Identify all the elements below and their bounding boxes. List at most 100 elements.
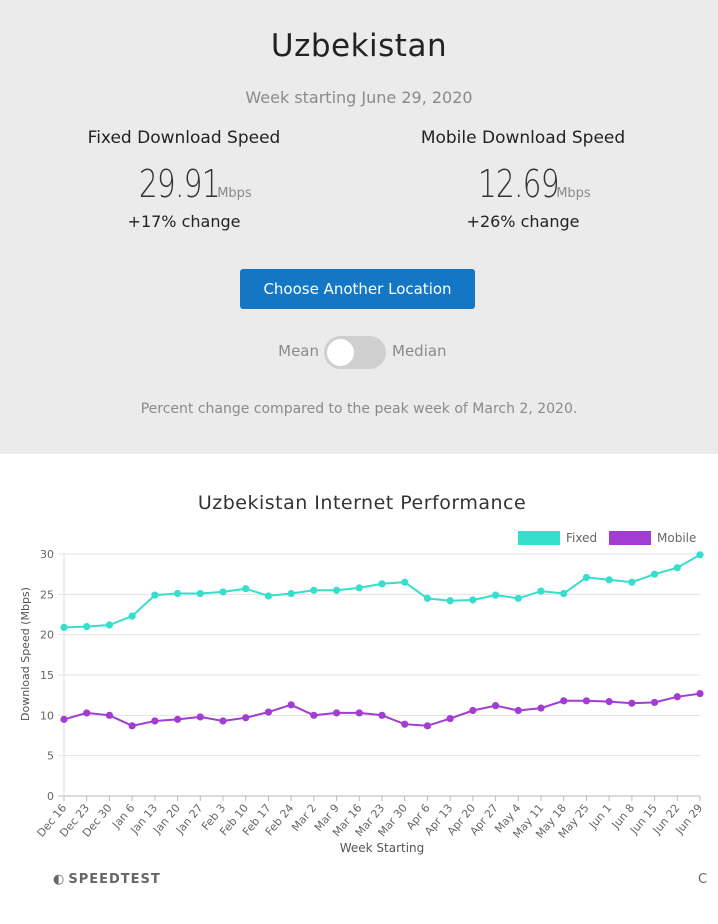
mobile-point[interactable]: [355, 709, 363, 717]
legend-swatch-mobile[interactable]: [609, 531, 651, 545]
fixed-point[interactable]: [469, 596, 477, 604]
mobile-value-row: 12.69 Mbps: [373, 162, 673, 206]
mobile-point[interactable]: [264, 708, 273, 716]
y-tick-label: 10: [40, 709, 54, 722]
fixed-point[interactable]: [446, 597, 454, 605]
y-tick-label: 20: [40, 629, 54, 642]
mobile-point[interactable]: [173, 715, 182, 723]
mobile-point[interactable]: [582, 697, 591, 705]
fixed-point[interactable]: [151, 591, 159, 599]
footnote: Percent change compared to the peak week…: [140, 401, 578, 417]
mobile-point[interactable]: [469, 706, 477, 715]
speedtest-logo-text: SPEEDTEST: [68, 872, 161, 887]
mobile-point[interactable]: [219, 717, 227, 725]
y-axis-ticks: 0 5 10 15 20 25 30: [40, 548, 54, 803]
fixed-point[interactable]: [560, 589, 568, 598]
mobile-point[interactable]: [537, 704, 545, 712]
fixed-point[interactable]: [105, 621, 114, 629]
fixed-point[interactable]: [264, 592, 273, 600]
x-tick-label: Jun 1: [586, 802, 614, 832]
toggle-median-label[interactable]: Median: [392, 342, 447, 360]
fixed-point[interactable]: [219, 588, 227, 596]
mobile-point[interactable]: [605, 698, 613, 706]
mobile-point[interactable]: [673, 693, 681, 701]
mobile-point[interactable]: [423, 722, 432, 730]
fixed-point[interactable]: [310, 586, 318, 594]
fixed-point[interactable]: [378, 580, 386, 588]
fixed-point[interactable]: [514, 594, 522, 602]
legend-label-mobile[interactable]: Mobile: [657, 531, 696, 545]
fixed-point[interactable]: [332, 586, 341, 594]
mobile-point[interactable]: [696, 689, 704, 698]
legend-label-fixed[interactable]: Fixed: [566, 531, 597, 545]
chart-title: Uzbekistan Internet Performance: [198, 492, 526, 514]
performance-chart: Uzbekistan Internet Performance 0 5 10 15 20…: [19, 492, 705, 855]
series-layer: [60, 551, 704, 730]
fixed-value-row: 29.91 Mbps: [34, 162, 334, 206]
country-title: Uzbekistan: [270, 28, 448, 64]
toggle-knob: [327, 339, 354, 366]
y-tick-label: 5: [47, 750, 54, 763]
series-mobile: [60, 689, 704, 730]
summary-panel: Uzbekistan Week starting June 29, 2020 F…: [0, 0, 718, 454]
speedtest-logo[interactable]: ◐ SPEEDTEST: [53, 872, 161, 887]
mobile-point[interactable]: [83, 709, 91, 717]
fixed-point[interactable]: [242, 585, 250, 593]
fixed-point[interactable]: [173, 589, 182, 598]
mobile-point[interactable]: [378, 711, 386, 719]
fixed-point[interactable]: [401, 578, 409, 586]
fixed-point[interactable]: [128, 612, 136, 620]
y-tick-label: 25: [40, 588, 54, 601]
mobile-point[interactable]: [628, 699, 636, 707]
mobile-point[interactable]: [287, 701, 295, 709]
mobile-point[interactable]: [650, 698, 659, 707]
mobile-point[interactable]: [105, 711, 114, 719]
fixed-point[interactable]: [60, 623, 68, 632]
mobile-point[interactable]: [401, 720, 409, 728]
mobile-point[interactable]: [60, 715, 68, 723]
mobile-point[interactable]: [151, 717, 159, 725]
mobile-point[interactable]: [310, 711, 318, 719]
mobile-point[interactable]: [491, 702, 500, 710]
mobile-point[interactable]: [128, 722, 136, 730]
fixed-point[interactable]: [650, 570, 659, 578]
fixed-point[interactable]: [491, 591, 500, 599]
grid-lines: [58, 553, 700, 797]
legend[interactable]: Fixed Mobile: [518, 531, 696, 545]
legend-swatch-fixed[interactable]: [518, 531, 560, 545]
fixed-label: Fixed Download Speed: [87, 128, 281, 148]
mean-median-toggle[interactable]: [324, 336, 386, 369]
fixed-unit: Mbps: [217, 186, 252, 201]
fixed-point[interactable]: [287, 589, 295, 598]
gauge-icon: ◐: [53, 872, 66, 887]
fixed-point[interactable]: [605, 576, 613, 584]
series-fixed: [60, 551, 704, 632]
fixed-value: 29.91: [139, 162, 221, 206]
choose-location-button[interactable]: Choose Another Location: [240, 269, 475, 309]
mobile-point[interactable]: [242, 714, 250, 722]
fixed-point[interactable]: [673, 564, 681, 572]
fixed-point[interactable]: [83, 623, 91, 631]
mobile-value: 12.69: [478, 162, 560, 206]
mobile-point[interactable]: [446, 714, 454, 723]
fixed-point[interactable]: [696, 551, 704, 559]
y-tick-label: 0: [47, 790, 54, 803]
mobile-unit: Mbps: [556, 186, 591, 201]
toggle-mean-label[interactable]: Mean: [278, 342, 319, 360]
fixed-line: [63, 553, 701, 629]
corner-mark: C: [698, 872, 708, 887]
mobile-line: [63, 692, 701, 727]
fixed-point[interactable]: [423, 594, 432, 602]
mobile-change: +26% change: [466, 212, 580, 231]
fixed-point[interactable]: [582, 573, 591, 581]
mobile-point[interactable]: [560, 697, 568, 705]
x-axis-label: Week Starting: [340, 841, 425, 855]
fixed-point[interactable]: [628, 578, 636, 586]
fixed-point[interactable]: [537, 587, 545, 595]
fixed-point[interactable]: [196, 589, 204, 598]
mobile-point[interactable]: [332, 709, 341, 717]
fixed-point[interactable]: [355, 584, 363, 592]
mobile-point[interactable]: [514, 706, 522, 715]
mobile-point[interactable]: [196, 713, 204, 721]
